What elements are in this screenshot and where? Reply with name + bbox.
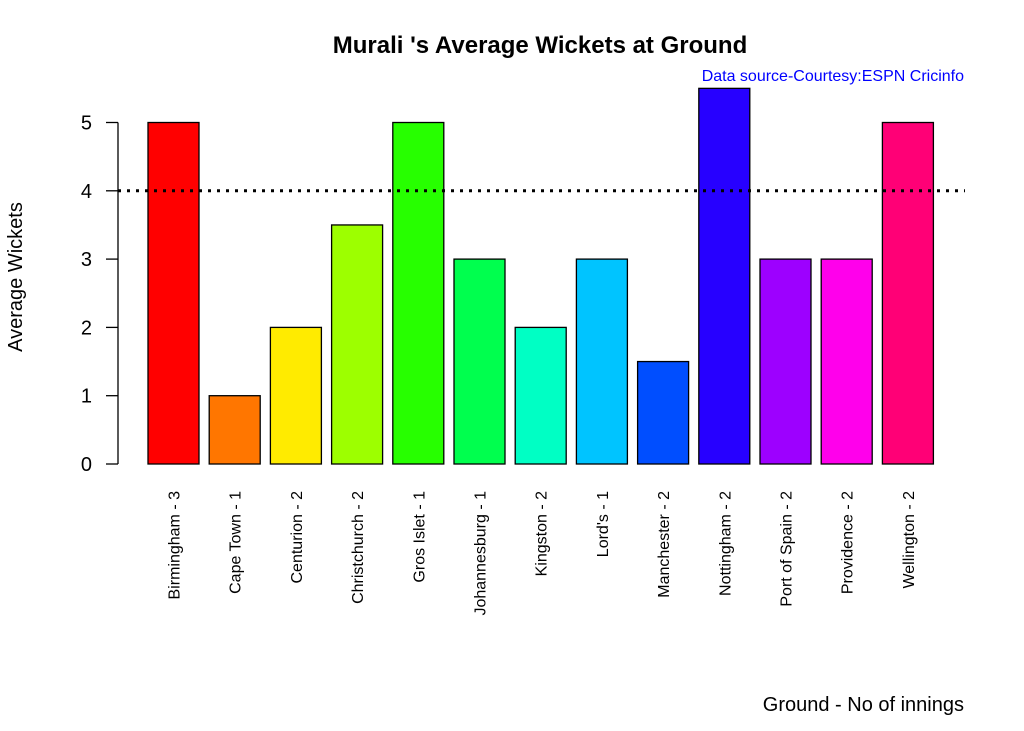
y-axis: 0 1 2 3 4 5 [81, 113, 119, 476]
x-tick-label: Gros Islet - 1 [411, 491, 428, 583]
bar [269, 326, 323, 465]
bar [453, 258, 506, 465]
bar [881, 121, 935, 465]
x-tick-label: Manchester - 2 [656, 491, 673, 598]
y-tick-label: 2 [81, 317, 92, 339]
bar [208, 395, 261, 465]
x-tick-label: Birmingham - 3 [167, 491, 184, 600]
bar [636, 360, 690, 465]
bar [575, 258, 629, 465]
bar [330, 224, 384, 465]
x-tick-label: Port of Spain - 2 [779, 491, 796, 607]
x-tick-label: Lord's - 1 [595, 491, 612, 557]
bar [147, 121, 200, 465]
x-tick-label: Centurion - 2 [289, 491, 306, 584]
y-tick-label: 0 [81, 454, 92, 476]
bars-group [147, 87, 935, 465]
y-axis-label: Average Wickets [5, 202, 27, 352]
y-tick-label: 5 [81, 113, 92, 135]
bar [514, 326, 567, 465]
x-tick-label: Kingston - 2 [534, 491, 551, 576]
bar [759, 258, 812, 465]
chart-title: Murali 's Average Wickets at Ground [333, 32, 748, 59]
y-tick-label: 1 [81, 386, 92, 408]
x-tick-label: Providence - 2 [840, 491, 857, 594]
x-tick-label: Johannesburg - 1 [473, 491, 490, 616]
x-tick-label: Christchurch - 2 [350, 491, 367, 604]
bar [392, 121, 445, 465]
x-axis-label: Ground - No of innings [763, 694, 964, 716]
y-tick-label: 3 [81, 249, 92, 271]
y-tick-label: 4 [81, 181, 92, 203]
x-tick-label: Nottingham - 2 [717, 491, 734, 596]
chart-subtitle: Data source-Courtesy:ESPN Cricinfo [702, 68, 964, 85]
bar [698, 87, 751, 465]
x-tick-label: Wellington - 2 [901, 491, 918, 589]
x-tick-label: Cape Town - 1 [228, 491, 245, 594]
bar [820, 258, 873, 465]
x-tick-labels: Birmingham - 3 Cape Town - 1 Centurion - 2… [167, 491, 918, 616]
